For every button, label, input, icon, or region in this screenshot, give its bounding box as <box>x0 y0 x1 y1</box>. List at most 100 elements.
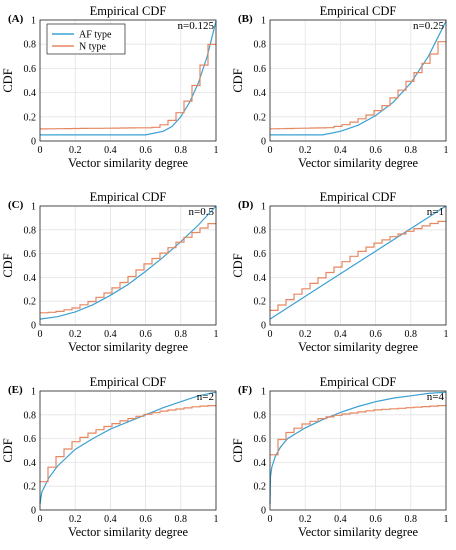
axes-box <box>39 390 217 511</box>
y-tick-label: 0.8 <box>24 40 37 51</box>
y-tick-label: 0.4 <box>24 458 37 469</box>
axes-box <box>39 19 217 142</box>
series-line-n-type <box>270 405 446 456</box>
x-tick-label: 1 <box>214 514 219 525</box>
x-tick-label: 0.6 <box>369 514 382 525</box>
chart-title: Empirical CDF <box>320 190 397 204</box>
x-axis-label: Vector similarity degree <box>298 525 419 539</box>
series-line-n-type <box>40 223 216 314</box>
panel-f: 0 0.2 0.4 0.6 0.8 1 0 0.2 0.4 0.6 0.8 1 Empirical CD… <box>231 375 449 539</box>
n-annotation: n=4 <box>427 391 445 403</box>
x-tick-label: 0.6 <box>369 145 382 156</box>
y-tick-label: 0.2 <box>254 482 267 493</box>
n-annotation: n=0.5 <box>189 206 215 218</box>
axes-box <box>39 205 217 326</box>
y-tick-label: 0.6 <box>24 249 37 260</box>
n-annotation: n=1 <box>427 206 444 218</box>
x-tick-label: 0.8 <box>405 514 418 525</box>
series-line-n-type <box>40 43 216 130</box>
legend-label: AF type <box>79 30 112 41</box>
y-axis-label: CDF <box>1 68 15 92</box>
panel-label: (A) <box>8 13 24 25</box>
panel-e: 0 0.2 0.4 0.6 0.8 1 0 0.2 0.4 0.6 0.8 1 Empirical CD… <box>1 375 219 539</box>
y-tick-label: 0.2 <box>254 297 267 308</box>
panel-label: (D) <box>238 199 254 211</box>
axes-box <box>269 390 447 511</box>
y-tick-label: 0.2 <box>24 482 37 493</box>
panel-c: 0 0.2 0.4 0.6 0.8 1 0 0.2 0.4 0.6 0.8 1 Empirical CD… <box>1 190 219 354</box>
x-axis-label: Vector similarity degree <box>68 156 189 170</box>
x-tick-label: 0.6 <box>139 514 152 525</box>
y-tick-label: 1 <box>31 202 36 213</box>
chart-title: Empirical CDF <box>320 375 397 389</box>
x-tick-label: 0 <box>268 329 273 340</box>
chart-title: Empirical CDF <box>90 190 167 204</box>
x-tick-label: 0.2 <box>299 514 312 525</box>
y-tick-label: 0.4 <box>254 88 267 99</box>
x-tick-label: 1 <box>444 145 449 156</box>
chart-title: Empirical CDF <box>320 4 397 18</box>
y-tick-label: 0 <box>31 137 36 148</box>
x-tick-label: 0 <box>38 145 43 156</box>
x-tick-label: 0 <box>268 145 273 156</box>
axes-box <box>269 19 447 142</box>
axes-box <box>269 205 447 326</box>
y-tick-label: 0 <box>31 506 36 517</box>
series-line-af-type <box>39 391 217 505</box>
y-tick-label: 0.4 <box>254 273 267 284</box>
x-tick-label: 0 <box>38 514 43 525</box>
series-line-af-type <box>269 205 447 320</box>
y-tick-label: 0.6 <box>24 64 37 75</box>
x-axis-label: Vector similarity degree <box>68 525 189 539</box>
x-tick-label: 0.4 <box>334 329 347 340</box>
chart-title: Empirical CDF <box>90 4 167 18</box>
panel-label: (E) <box>8 384 23 396</box>
x-tick-label: 0.8 <box>175 329 188 340</box>
y-tick-label: 1 <box>261 387 266 398</box>
series-line-af-type <box>39 205 217 320</box>
x-tick-label: 0.8 <box>405 329 418 340</box>
x-tick-label: 0.4 <box>334 145 347 156</box>
x-tick-label: 0.2 <box>69 329 82 340</box>
y-tick-label: 0 <box>261 506 266 517</box>
panel-label: (F) <box>238 384 252 396</box>
x-tick-label: 0.6 <box>369 329 382 340</box>
x-tick-label: 0 <box>38 329 43 340</box>
panel-d: 0 0.2 0.4 0.6 0.8 1 0 0.2 0.4 0.6 0.8 1 Empirical CD… <box>231 190 449 354</box>
x-tick-label: 0.4 <box>104 329 117 340</box>
x-tick-label: 0.2 <box>299 329 312 340</box>
y-tick-label: 1 <box>261 202 266 213</box>
series-line-n-type <box>40 405 216 483</box>
y-tick-label: 0.8 <box>24 410 37 421</box>
x-tick-label: 0.2 <box>69 514 82 525</box>
x-tick-label: 0.2 <box>69 145 82 156</box>
y-tick-label: 1 <box>261 16 266 27</box>
y-tick-label: 0.4 <box>24 88 37 99</box>
y-tick-label: 0 <box>261 137 266 148</box>
y-tick-label: 0.2 <box>254 112 267 123</box>
n-annotation: n=0.25 <box>413 20 444 32</box>
y-tick-label: 0.6 <box>24 434 37 445</box>
legend-label: N type <box>79 42 107 53</box>
y-tick-label: 0.6 <box>254 434 267 445</box>
y-tick-label: 0.8 <box>254 40 267 51</box>
y-tick-label: 0 <box>261 321 266 332</box>
y-axis-label: CDF <box>231 438 245 462</box>
y-axis-label: CDF <box>231 253 245 277</box>
y-tick-label: 0.2 <box>24 297 37 308</box>
x-tick-label: 0.4 <box>334 514 347 525</box>
x-axis-label: Vector similarity degree <box>68 340 189 354</box>
x-tick-label: 0.2 <box>299 145 312 156</box>
x-tick-label: 0.6 <box>139 145 152 156</box>
panel-a: 0 0.2 0.4 0.6 0.8 1 0 0.2 0.4 0.6 0.8 1 Empirical CD… <box>1 4 219 170</box>
panel-label: (B) <box>238 13 253 25</box>
x-tick-label: 1 <box>214 329 219 340</box>
panel-b: 0 0.2 0.4 0.6 0.8 1 0 0.2 0.4 0.6 0.8 1 Empirical CD… <box>231 4 449 170</box>
y-tick-label: 0.4 <box>254 458 267 469</box>
series-line-af-type <box>270 20 447 136</box>
y-tick-label: 0.8 <box>254 225 267 236</box>
x-tick-label: 0.8 <box>405 145 418 156</box>
x-tick-label: 0 <box>268 514 273 525</box>
series-line-n-type <box>270 41 446 130</box>
